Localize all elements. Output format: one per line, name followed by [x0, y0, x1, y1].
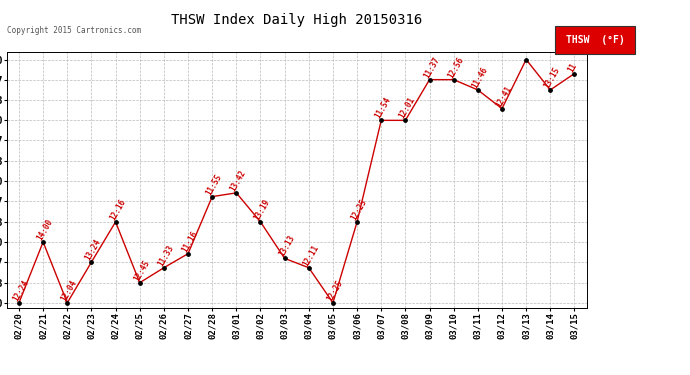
Text: 12:41: 12:41 — [494, 84, 513, 109]
Text: 12:16: 12:16 — [108, 197, 127, 222]
Text: 12:25: 12:25 — [325, 278, 344, 303]
Text: 12:45: 12:45 — [132, 258, 151, 283]
Text: 11:55: 11:55 — [204, 172, 224, 196]
Point — [448, 76, 460, 82]
Text: 11:54: 11:54 — [373, 96, 393, 120]
Text: 12:11: 12:11 — [301, 243, 320, 268]
Point — [14, 300, 25, 306]
Point — [207, 194, 218, 200]
Point — [303, 265, 314, 271]
Point — [545, 87, 556, 93]
Point — [158, 265, 169, 271]
Point — [86, 259, 97, 265]
Text: 11: 11 — [566, 61, 579, 74]
Text: 13:15: 13:15 — [542, 65, 562, 90]
Text: 12:01: 12:01 — [397, 96, 417, 120]
Text: THSW Index Daily High 20150316: THSW Index Daily High 20150316 — [171, 13, 422, 27]
Text: 12:56: 12:56 — [446, 55, 465, 80]
Text: 11:37: 11:37 — [422, 55, 441, 80]
Point — [37, 239, 48, 245]
Text: Copyright 2015 Cartronics.com: Copyright 2015 Cartronics.com — [7, 26, 141, 35]
Point — [255, 219, 266, 225]
Text: 13:13: 13:13 — [277, 234, 296, 258]
Text: 11:33: 11:33 — [156, 243, 175, 268]
Text: 12:04: 12:04 — [59, 278, 79, 303]
Text: THSW  (°F): THSW (°F) — [566, 35, 624, 45]
Point — [62, 300, 73, 306]
Point — [375, 117, 386, 123]
Point — [230, 190, 241, 196]
Text: 12:24: 12:24 — [11, 278, 30, 303]
Text: 14:00: 14:00 — [35, 217, 55, 242]
Point — [279, 255, 290, 261]
Text: 13:24: 13:24 — [83, 238, 103, 262]
Point — [424, 76, 435, 82]
Point — [110, 219, 121, 225]
Text: 12:25: 12:25 — [349, 197, 368, 222]
Point — [134, 280, 145, 286]
Text: 11:46: 11:46 — [470, 65, 489, 90]
Point — [497, 106, 508, 112]
Text: 13:42: 13:42 — [228, 168, 248, 193]
Text: 13:19: 13:19 — [253, 197, 272, 222]
Point — [328, 300, 339, 306]
Point — [182, 251, 193, 257]
Point — [520, 57, 531, 63]
Point — [400, 117, 411, 123]
Text: 11:16: 11:16 — [180, 229, 199, 254]
Point — [351, 219, 363, 225]
Point — [472, 87, 483, 93]
Point — [569, 70, 580, 76]
